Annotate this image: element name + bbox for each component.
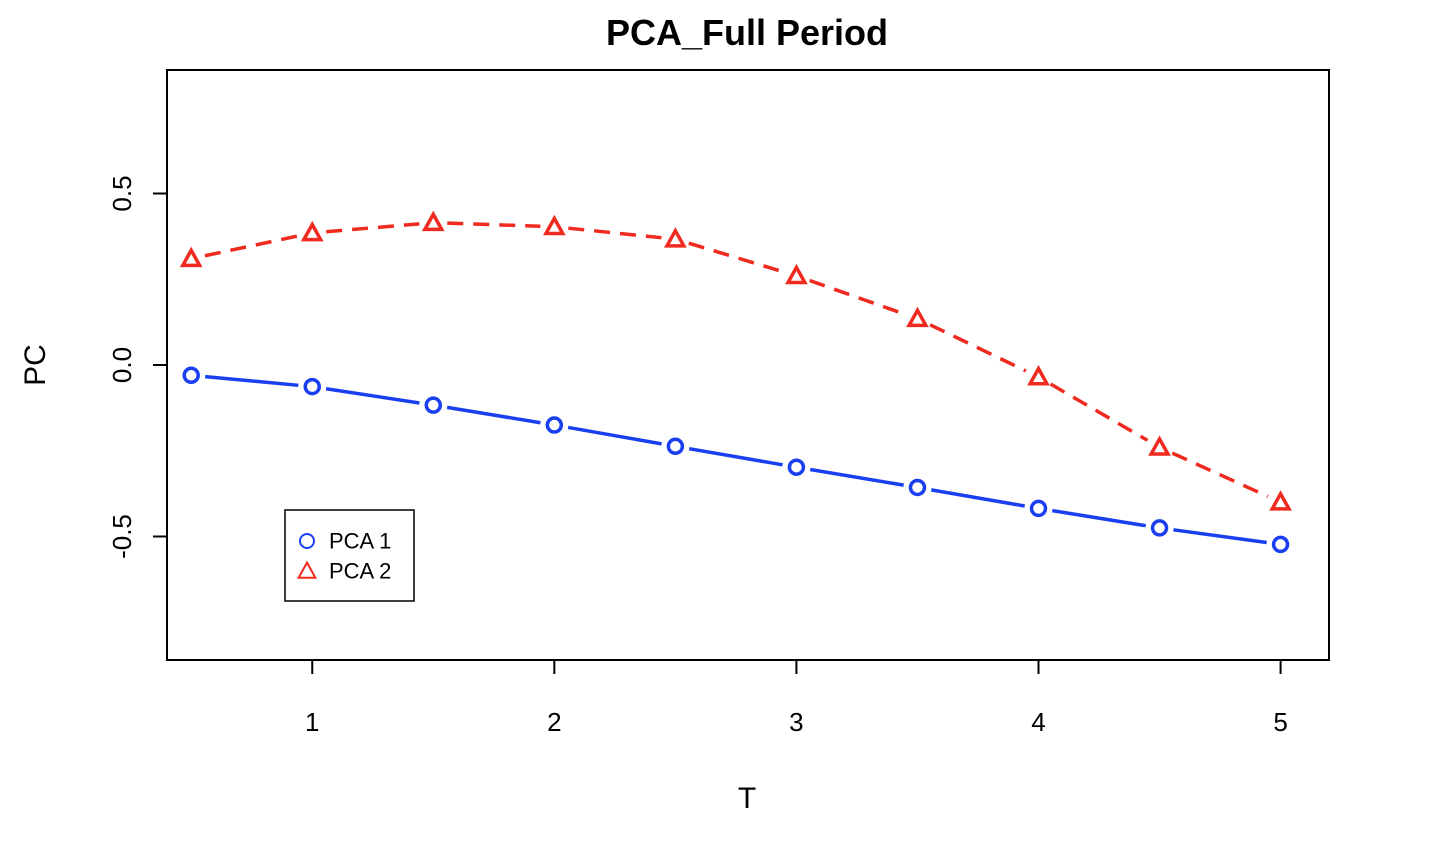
x-axis-label: T [738, 782, 756, 815]
series-1-point [1029, 499, 1048, 518]
x-tick-label: 5 [1273, 707, 1287, 737]
y-tick-label: -0.5 [107, 514, 137, 559]
series-2-segment [688, 241, 784, 274]
series-2-point [421, 210, 445, 232]
series-1-segment [325, 386, 420, 405]
x-tick-label: 4 [1031, 707, 1045, 737]
series-1-point [1271, 535, 1290, 554]
series-2-point [785, 263, 808, 285]
series-1-point [908, 478, 927, 497]
series-2-segment [204, 234, 299, 258]
series-2-point [300, 220, 324, 242]
legend-label-2: PCA 2 [329, 559, 391, 584]
series-2-point [179, 246, 203, 268]
series-1-point [545, 416, 564, 434]
chart-title: PCA_Full Period [606, 12, 888, 53]
series-1-segment [1052, 508, 1146, 528]
legend: PCA 1 PCA 2 [284, 509, 415, 602]
series-1-segment [1173, 528, 1267, 545]
legend-marker-1 [299, 533, 315, 549]
series-2-point [906, 306, 929, 328]
series-2-segment [929, 323, 1027, 373]
series-1-segment [446, 405, 541, 425]
series-1 [182, 366, 1290, 554]
series-1-segment [930, 488, 1026, 508]
y-axis: -0.5 0.0 0.5 [107, 175, 168, 559]
series-2-segment [447, 221, 541, 229]
x-tick-label: 2 [547, 707, 561, 737]
legend-marker-2 [296, 560, 318, 579]
series-1-point [787, 458, 806, 476]
series-2-point [664, 227, 687, 248]
series-2 [179, 210, 1292, 511]
legend-label-1: PCA 1 [329, 529, 391, 554]
series-1-point [303, 377, 321, 396]
series-2-segment [326, 222, 420, 234]
series-1-point [1150, 519, 1169, 537]
series-1-segment [204, 374, 299, 388]
series-2-point [1269, 490, 1292, 511]
series-2-segment [568, 226, 662, 240]
series-1-segment [809, 467, 904, 487]
series-2-segment [1049, 382, 1149, 442]
series-2-point [1148, 435, 1171, 456]
x-tick-label: 3 [789, 707, 803, 737]
y-axis-label: PC [19, 344, 52, 386]
series-1-point [182, 366, 200, 385]
series-1-segment [567, 425, 662, 446]
x-tick-label: 1 [305, 707, 319, 737]
series-2-segment [1171, 451, 1269, 499]
legend-box [284, 509, 415, 602]
series-2-point [542, 214, 566, 236]
series-1-segment [688, 446, 783, 467]
y-tick-label: 0.0 [107, 347, 137, 383]
x-axis: 1 2 3 4 5 [305, 659, 1288, 737]
series-2-segment [809, 278, 905, 316]
series-layer [179, 210, 1292, 554]
series-1-point [424, 396, 443, 414]
y-tick-label: 0.5 [107, 175, 137, 211]
series-2-point [1027, 365, 1050, 386]
series-1-point [666, 437, 685, 456]
